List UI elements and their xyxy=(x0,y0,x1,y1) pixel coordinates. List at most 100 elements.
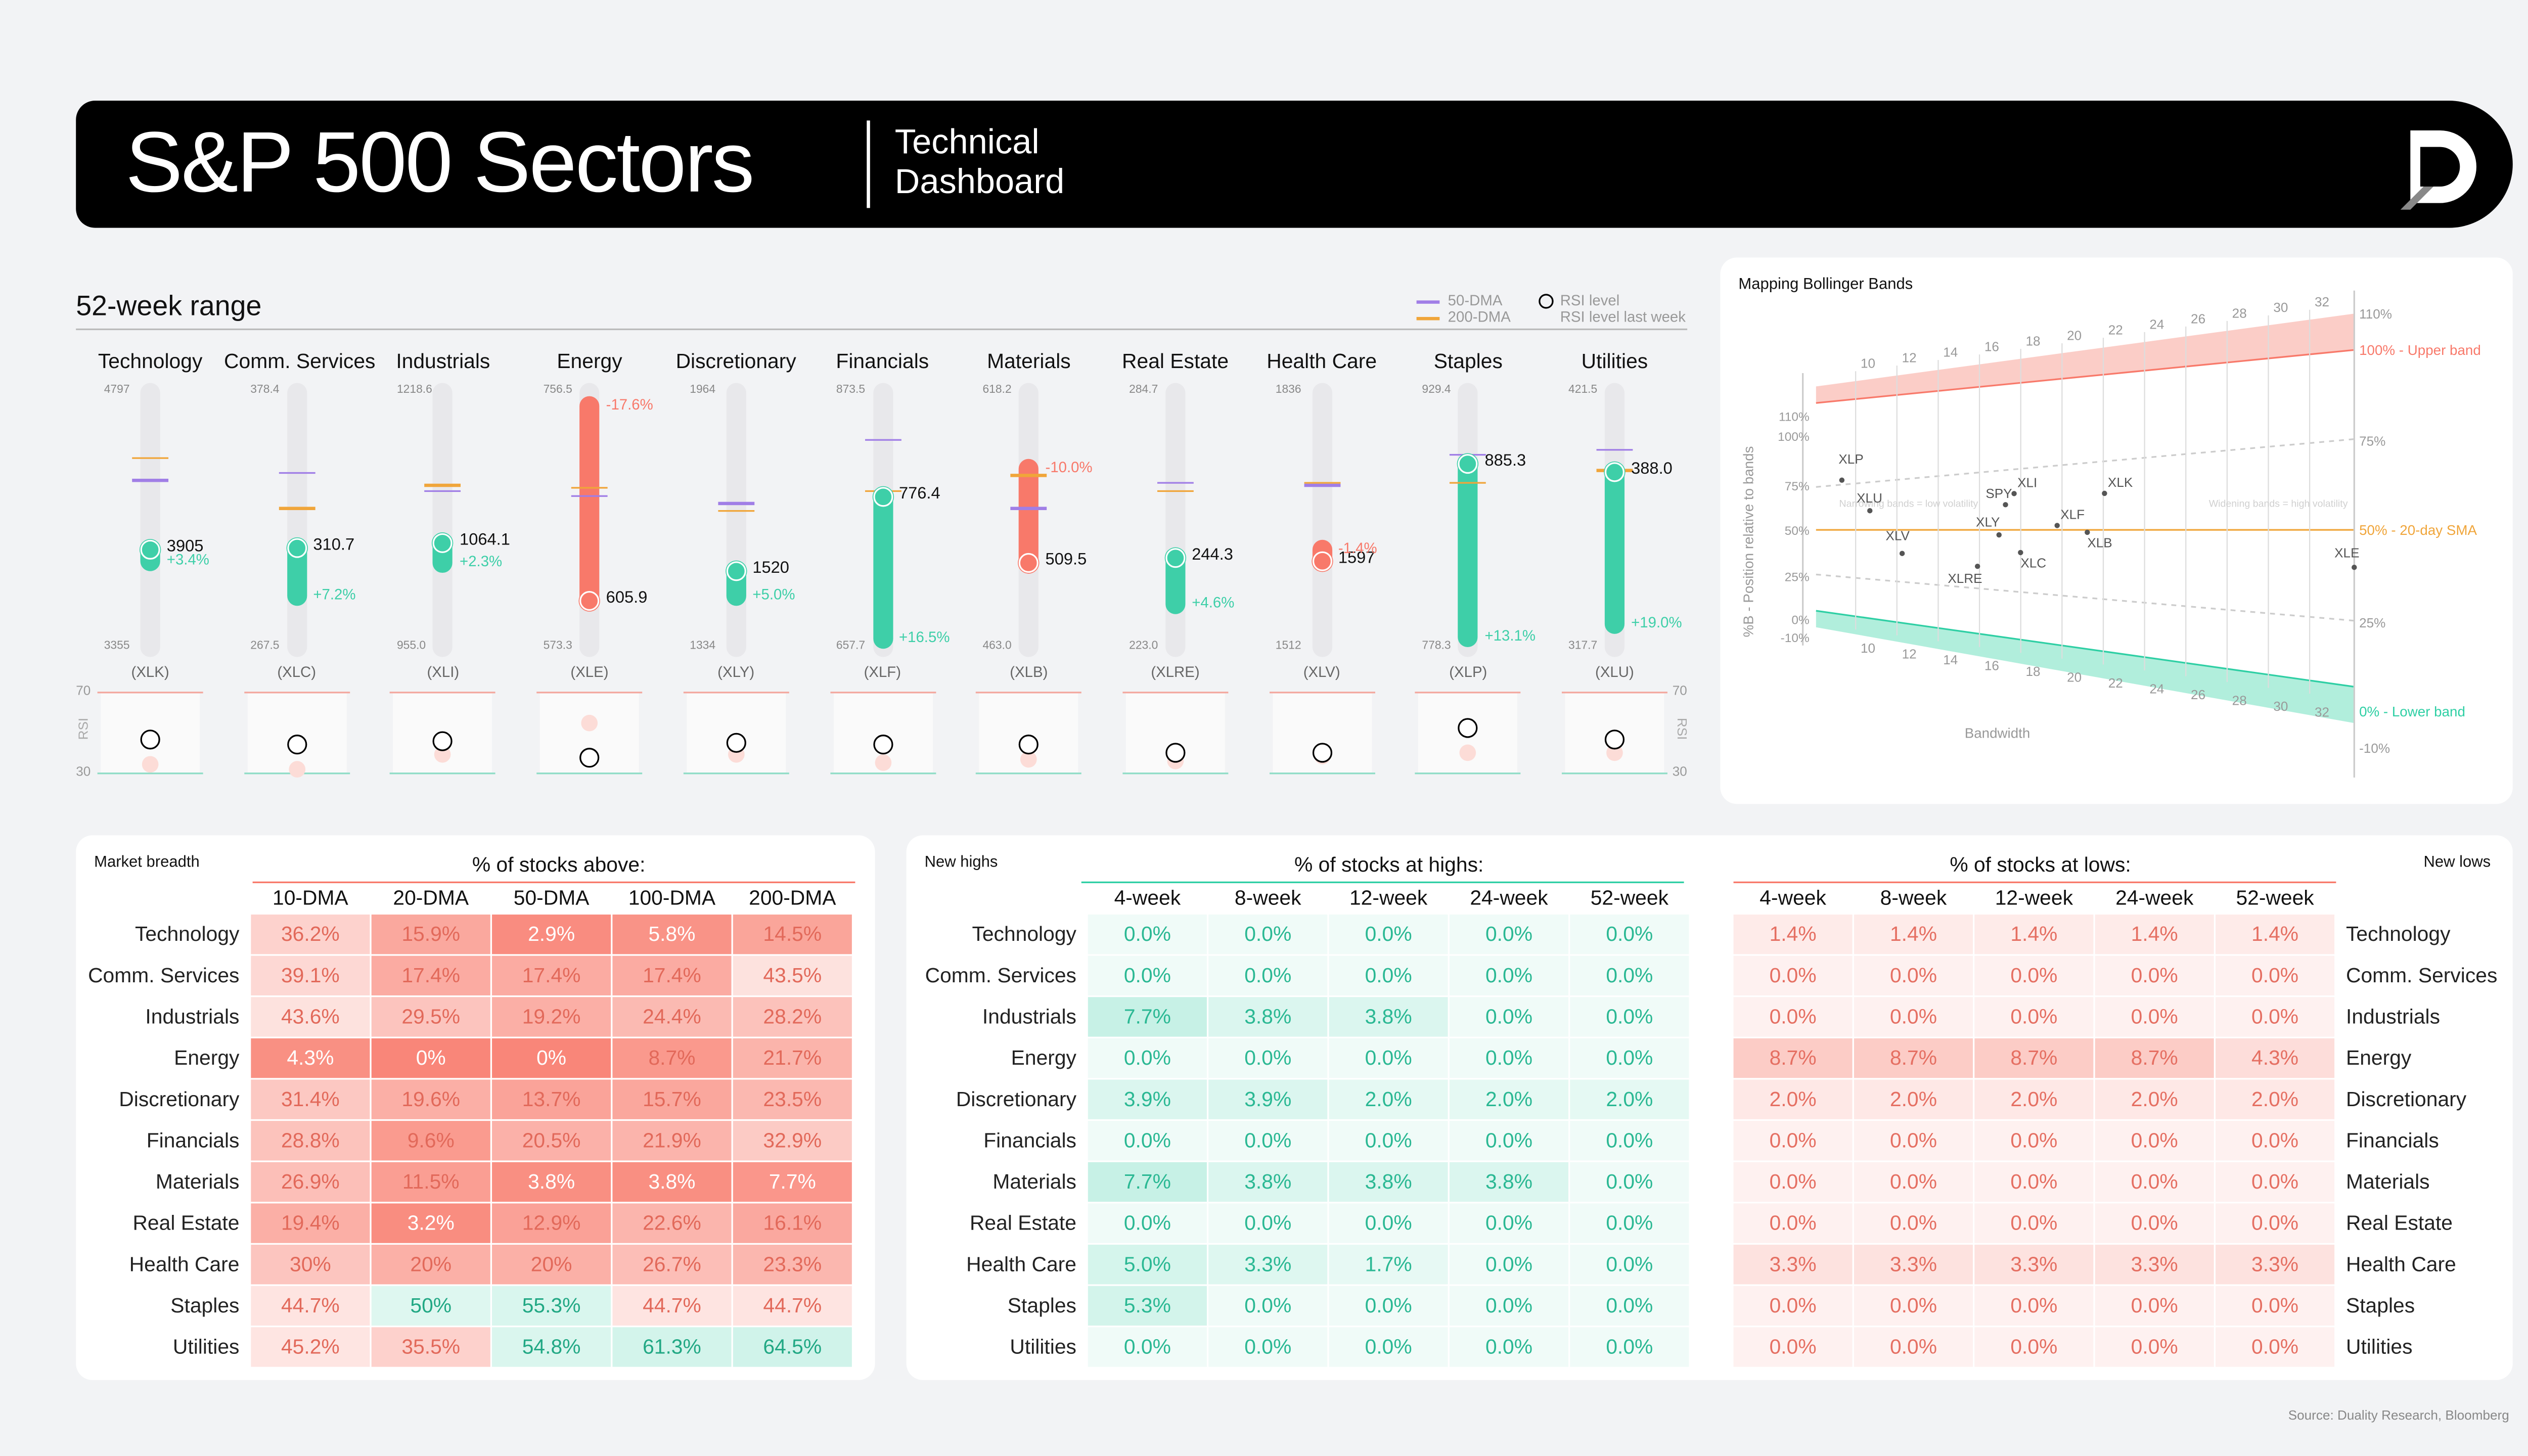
data-cell: 61.3% xyxy=(612,1327,732,1367)
highs-lows-card: New highs New lows % of stocks at highs:… xyxy=(906,835,2513,1380)
bollinger-point-label: XLF xyxy=(2060,507,2085,522)
change-percent-label: -17.6% xyxy=(606,395,653,413)
data-cell: 0% xyxy=(492,1038,611,1078)
data-cell: 0.0% xyxy=(1733,1121,1853,1161)
change-percent-label: +3.4% xyxy=(166,551,209,568)
table-row: Utilities 45.2% 35.5% 54.8% 61.3% 64.5% xyxy=(77,1327,852,1367)
data-cell: 3.9% xyxy=(1088,1079,1207,1119)
data-cell: 1.4% xyxy=(2095,914,2214,954)
data-cell: 0.0% xyxy=(1329,1327,1448,1367)
dma200-marker xyxy=(1157,489,1194,492)
bollinger-chart: 10 10 12 12 14 14 16 16 18 18 20 20 22 22 24 24 26 26 28 28… xyxy=(1741,290,2481,778)
table-row: Real Estate 19.4% 3.2% 12.9% 22.6% 16.1% xyxy=(77,1203,852,1243)
data-cell: 39.1% xyxy=(251,956,370,995)
dma200-marker xyxy=(717,510,754,513)
data-cell: 0.0% xyxy=(1570,1203,1689,1243)
highs-group-rule xyxy=(1081,881,1684,883)
row-label: Industrials xyxy=(145,1005,240,1029)
data-cell: 0.0% xyxy=(1088,1121,1207,1161)
data-cell: 24.4% xyxy=(612,997,732,1037)
source-note: Source: Duality Research, Bloomberg xyxy=(2288,1408,2509,1423)
bollinger-point xyxy=(2003,502,2008,508)
rsi-axis-30-left: 30 xyxy=(76,764,91,780)
data-cell: 30% xyxy=(251,1245,370,1285)
ticker-label: (XLF) xyxy=(864,663,901,680)
legend-50dma-swatch xyxy=(1416,300,1440,303)
price-dot xyxy=(579,591,600,612)
bandwidth-tick-top: 14 xyxy=(1943,345,1958,360)
row-label: Industrials xyxy=(2345,1005,2441,1029)
row-label: Financials xyxy=(2345,1129,2439,1153)
row-label: Technology xyxy=(2345,923,2451,946)
data-cell: 0.0% xyxy=(1208,1327,1328,1367)
row-label: Real Estate xyxy=(969,1211,1076,1235)
rsi-overbought-line xyxy=(829,692,935,694)
subtitle-line-1: Technical xyxy=(894,123,1040,162)
data-cell: 0.0% xyxy=(2095,1162,2214,1202)
row-label: Health Care xyxy=(129,1253,240,1277)
bollinger-point xyxy=(1996,532,2002,538)
data-cell: 0.0% xyxy=(1974,956,2094,995)
data-cell: 0.0% xyxy=(2095,1327,2214,1367)
rsi-overbought-line xyxy=(244,692,350,694)
row-label: Technology xyxy=(134,923,240,946)
dma200-marker xyxy=(425,484,462,487)
price-dot xyxy=(1019,553,1039,573)
data-cell: 0.0% xyxy=(1208,1121,1328,1161)
rsi-oversold-line xyxy=(1269,772,1375,775)
table-row: Staples 44.7% 50% 55.3% 44.7% 44.7% xyxy=(77,1286,852,1326)
lows-group-label: % of stocks at lows: xyxy=(1950,853,2131,877)
pct25-dashed-line xyxy=(1816,573,2355,622)
bollinger-point-label: XLU xyxy=(1857,490,1882,506)
rsi-level-marker xyxy=(287,735,307,755)
corner-cell xyxy=(2336,883,2501,913)
data-cell: 4.3% xyxy=(2216,1038,2335,1078)
column-header: 100-DMA xyxy=(628,886,716,910)
low-value-label: 955.0 xyxy=(396,640,426,652)
data-cell: 64.5% xyxy=(733,1327,852,1367)
column-header: 4-week xyxy=(1114,886,1181,910)
widening-note: Widening bands = high volatility xyxy=(2209,498,2348,509)
sector-name: Health Care xyxy=(1267,350,1377,373)
rsi-oversold-line xyxy=(976,772,1082,775)
data-cell: 0.0% xyxy=(1570,1162,1689,1202)
ticker-label: (XLE) xyxy=(570,663,609,680)
table-row: Real Estate 0.0% 0.0% 0.0% 0.0% 0.0% xyxy=(915,1203,1689,1243)
row-label: Discretionary xyxy=(119,1087,240,1111)
data-cell: 0.0% xyxy=(1208,956,1328,995)
row-label: Health Care xyxy=(966,1253,1076,1277)
data-cell: 23.5% xyxy=(733,1079,852,1119)
header-divider xyxy=(867,120,870,208)
data-cell: 0.0% xyxy=(1208,1038,1328,1078)
price-value-label: 885.3 xyxy=(1484,452,1526,471)
data-cell: 19.4% xyxy=(251,1203,370,1243)
data-cell: 19.2% xyxy=(492,997,611,1037)
data-cell: 0.0% xyxy=(1733,1327,1853,1367)
table-row: Technology 36.2% 15.9% 2.9% 5.8% 14.5% xyxy=(77,914,852,954)
range-track xyxy=(726,383,746,657)
legend-rsi-label: RSI level xyxy=(1560,292,1620,309)
row-label: Staples xyxy=(170,1294,240,1317)
rsi-overbought-line xyxy=(1122,692,1229,694)
price-value-label: 605.9 xyxy=(606,589,648,608)
data-cell: 3.3% xyxy=(2216,1245,2335,1285)
bandwidth-tick-bottom: 18 xyxy=(2026,664,2041,679)
rsi-oversold-line xyxy=(1415,772,1521,775)
data-cell: 21.7% xyxy=(733,1038,852,1078)
table-row: Materials 7.7% 3.8% 3.8% 3.8% 0.0% xyxy=(915,1162,1689,1202)
data-cell: 28.8% xyxy=(251,1121,370,1161)
bandwidth-tick-top: 30 xyxy=(2273,300,2288,315)
rsi-level-marker xyxy=(1458,718,1478,738)
page-subtitle: Technical Dashboard xyxy=(895,124,1064,203)
rsi-oversold-line xyxy=(1122,772,1229,775)
page-title: S&P 500 Sectors xyxy=(125,115,754,211)
data-cell: 0.0% xyxy=(1854,1203,1973,1243)
row-label: Energy xyxy=(1011,1046,1076,1070)
low-value-label: 657.7 xyxy=(836,640,866,652)
rsi-oversold-line xyxy=(390,772,496,775)
dma50-marker xyxy=(1303,484,1340,487)
ticker-label: (XLRE) xyxy=(1151,663,1200,680)
table-row: Utilities 0.0% 0.0% 0.0% 0.0% 0.0% xyxy=(915,1327,1689,1367)
high-value-label: 284.7 xyxy=(1129,384,1158,396)
y-axis-title: %B - Position relative to bands xyxy=(1741,446,1756,637)
